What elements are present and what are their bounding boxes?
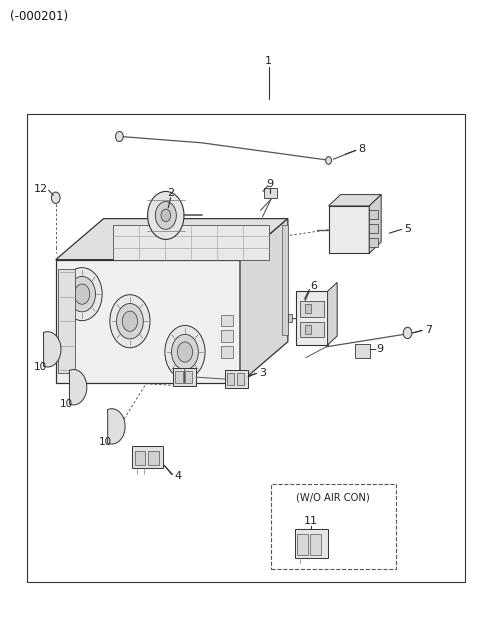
Bar (271, 484, 396, 569)
Circle shape (62, 268, 102, 321)
Polygon shape (56, 218, 288, 260)
Bar (300, 322, 324, 337)
Text: 10: 10 (98, 437, 111, 446)
Bar (298, 534, 308, 555)
Bar (185, 372, 192, 383)
Text: 9: 9 (377, 344, 384, 354)
Bar (288, 315, 292, 322)
Bar (148, 451, 158, 465)
Bar (369, 223, 378, 233)
Circle shape (156, 201, 176, 229)
Text: 4: 4 (174, 471, 181, 480)
Bar (221, 346, 233, 358)
Bar (227, 373, 234, 385)
Text: 10: 10 (60, 399, 73, 409)
Circle shape (122, 311, 138, 331)
Bar (311, 534, 321, 555)
Bar (369, 210, 378, 219)
Polygon shape (328, 206, 369, 253)
Circle shape (171, 334, 198, 370)
Circle shape (69, 277, 96, 312)
Circle shape (116, 132, 123, 142)
Circle shape (165, 325, 205, 379)
Text: 8: 8 (359, 144, 366, 154)
Bar (237, 373, 244, 385)
Circle shape (109, 419, 120, 434)
Polygon shape (113, 225, 269, 260)
Bar (282, 225, 288, 335)
Bar (225, 370, 248, 388)
Text: 6: 6 (311, 281, 318, 291)
Text: 7: 7 (425, 325, 432, 335)
Text: 2: 2 (167, 189, 174, 198)
Polygon shape (108, 409, 125, 444)
Circle shape (51, 192, 60, 203)
Bar (173, 368, 196, 386)
Circle shape (110, 295, 150, 348)
Text: (-000201): (-000201) (10, 10, 68, 23)
Circle shape (45, 342, 56, 357)
Circle shape (117, 304, 144, 339)
Bar (27, 115, 465, 582)
Bar (300, 301, 324, 316)
Bar (58, 269, 75, 373)
Polygon shape (69, 370, 87, 405)
Text: 9: 9 (266, 179, 274, 189)
Bar (355, 344, 370, 358)
Polygon shape (369, 194, 381, 253)
Circle shape (177, 342, 192, 362)
Bar (369, 237, 378, 247)
Polygon shape (240, 218, 288, 383)
Bar (135, 451, 145, 465)
Circle shape (161, 209, 170, 222)
Text: 12: 12 (33, 184, 48, 194)
Bar (221, 315, 233, 326)
Bar (264, 187, 277, 197)
Text: 10: 10 (34, 362, 47, 372)
Polygon shape (297, 291, 327, 345)
Circle shape (403, 327, 412, 339)
Polygon shape (44, 332, 61, 367)
Polygon shape (327, 282, 337, 345)
Bar (221, 330, 233, 342)
Bar (305, 304, 311, 313)
Bar (305, 325, 311, 334)
Text: 5: 5 (404, 224, 411, 234)
Circle shape (148, 191, 184, 239)
Circle shape (325, 157, 331, 165)
Bar (295, 529, 327, 558)
Polygon shape (328, 194, 381, 206)
Text: 3: 3 (259, 368, 266, 379)
Polygon shape (56, 260, 240, 383)
Bar (132, 446, 163, 468)
Text: 1: 1 (265, 56, 272, 66)
Text: (W/O AIR CON): (W/O AIR CON) (297, 492, 370, 503)
Circle shape (74, 284, 90, 304)
Circle shape (71, 380, 82, 395)
Text: 11: 11 (304, 516, 318, 526)
Bar (175, 372, 182, 383)
